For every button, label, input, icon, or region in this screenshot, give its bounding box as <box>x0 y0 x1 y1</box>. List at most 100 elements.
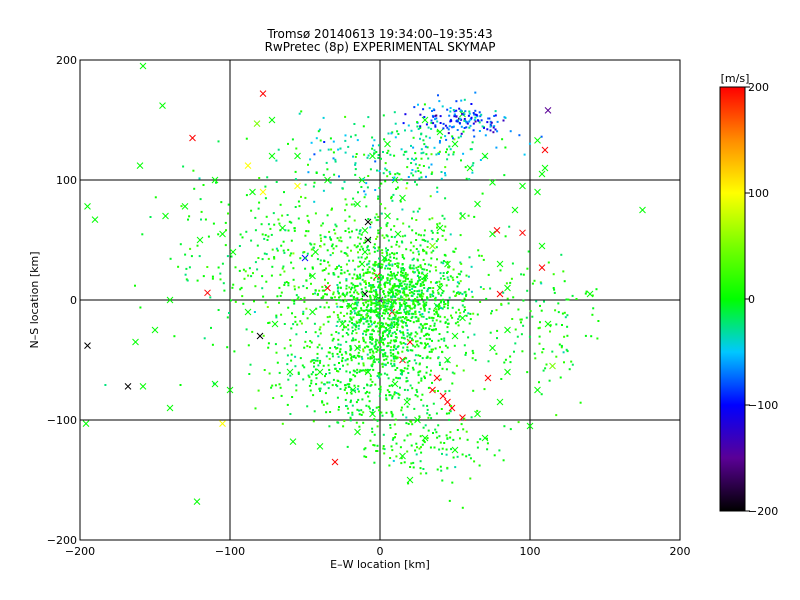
data-point-dot <box>341 360 344 363</box>
data-point-dot <box>405 295 408 298</box>
data-point-dot <box>381 252 384 254</box>
data-point-dot <box>451 135 454 138</box>
data-point-dot <box>423 229 426 232</box>
data-point-dot <box>350 359 353 362</box>
data-point-dot <box>377 307 380 310</box>
data-point-dot <box>457 136 460 139</box>
data-point-dot <box>421 297 423 300</box>
data-point-dot <box>370 336 373 339</box>
data-point-dot <box>400 269 403 272</box>
data-point-dot <box>439 277 442 280</box>
data-point-dot <box>353 291 356 294</box>
data-point-dot <box>314 289 317 292</box>
data-point-dot <box>454 247 457 250</box>
data-point-dot <box>387 149 390 152</box>
data-point-dot <box>422 404 425 407</box>
data-point-dot <box>327 261 330 264</box>
data-point-dot <box>390 132 393 135</box>
data-point-dot <box>397 377 400 380</box>
data-point-dot <box>295 147 298 150</box>
data-point-dot <box>380 322 383 324</box>
data-point-cross <box>436 128 444 136</box>
data-point-dot <box>373 149 376 152</box>
data-point-dot <box>428 166 430 169</box>
data-point-dot <box>428 414 431 417</box>
data-point-dot <box>309 340 312 342</box>
data-point-dot <box>414 298 416 301</box>
data-point-dot <box>376 315 379 318</box>
data-point-dot <box>355 347 358 350</box>
data-point-dot <box>421 268 424 271</box>
data-point-dot <box>418 326 421 329</box>
data-point-dot <box>436 186 439 189</box>
data-point-dot <box>299 257 302 260</box>
data-point-dot <box>476 446 479 449</box>
data-point-dot <box>560 346 563 349</box>
data-point-dot <box>312 246 315 249</box>
data-point-dot <box>382 317 385 320</box>
data-point-dot <box>509 355 512 358</box>
data-point-dot <box>377 277 380 280</box>
data-point-cross <box>511 206 519 214</box>
data-point-dot <box>316 258 319 261</box>
data-point-dot <box>387 263 390 266</box>
data-point-dot <box>293 302 296 305</box>
data-point-dot <box>414 310 417 313</box>
data-point-dot <box>422 108 425 111</box>
data-point-dot <box>392 305 395 308</box>
data-point-dot <box>435 246 438 249</box>
data-point-dot <box>437 308 440 311</box>
data-point-dot <box>375 263 378 266</box>
data-point-dot <box>474 359 477 362</box>
data-point-dot <box>362 340 365 343</box>
data-point-dot <box>400 369 403 372</box>
data-point-dot <box>392 302 394 305</box>
data-point-dot <box>302 378 305 381</box>
data-point-dot <box>310 282 312 285</box>
data-point-dot <box>474 116 477 119</box>
data-point-dot <box>381 263 384 266</box>
data-point-cross <box>481 434 489 442</box>
data-point-dot <box>266 176 269 179</box>
data-point-dot <box>376 444 379 447</box>
data-point-dot <box>402 316 404 318</box>
data-point-dot <box>438 280 441 283</box>
data-point-dot <box>365 330 368 333</box>
data-point-dot <box>383 284 386 287</box>
data-point-dot <box>314 292 317 295</box>
data-point-dot <box>309 158 312 161</box>
data-point-dot <box>367 271 370 274</box>
data-point-dot <box>446 326 449 329</box>
data-point-dot <box>435 431 438 434</box>
data-point-dot <box>304 257 307 260</box>
data-point-dot <box>333 228 336 231</box>
data-point-dot <box>313 200 316 203</box>
data-point-dot <box>442 262 445 265</box>
data-point-dot <box>414 313 417 316</box>
data-point-dot <box>399 311 402 314</box>
data-point-dot <box>410 162 413 164</box>
data-point-dot <box>273 223 276 226</box>
data-point-dot <box>290 359 293 362</box>
data-point-dot <box>332 378 335 381</box>
data-point-dot <box>443 339 446 342</box>
data-point-dot <box>408 333 411 336</box>
data-point-dot <box>374 274 377 276</box>
data-point-dot <box>415 453 418 456</box>
data-point-dot <box>388 253 391 256</box>
data-point-dot <box>459 212 462 215</box>
data-point-dot <box>445 138 448 141</box>
data-point-dot <box>353 307 356 310</box>
data-point-dot <box>441 447 444 450</box>
data-point-dot <box>368 252 371 255</box>
data-point-dot <box>333 296 336 299</box>
data-point-cross <box>451 332 459 340</box>
data-point-dot <box>463 118 466 120</box>
data-point-dot <box>374 305 377 308</box>
colorbar-tick-label: −100 <box>748 399 778 412</box>
data-point-dot <box>400 270 403 273</box>
data-point-dot <box>412 245 415 248</box>
data-point-dot <box>424 322 427 325</box>
data-point-dot <box>460 423 463 426</box>
data-point-cross <box>496 398 504 406</box>
